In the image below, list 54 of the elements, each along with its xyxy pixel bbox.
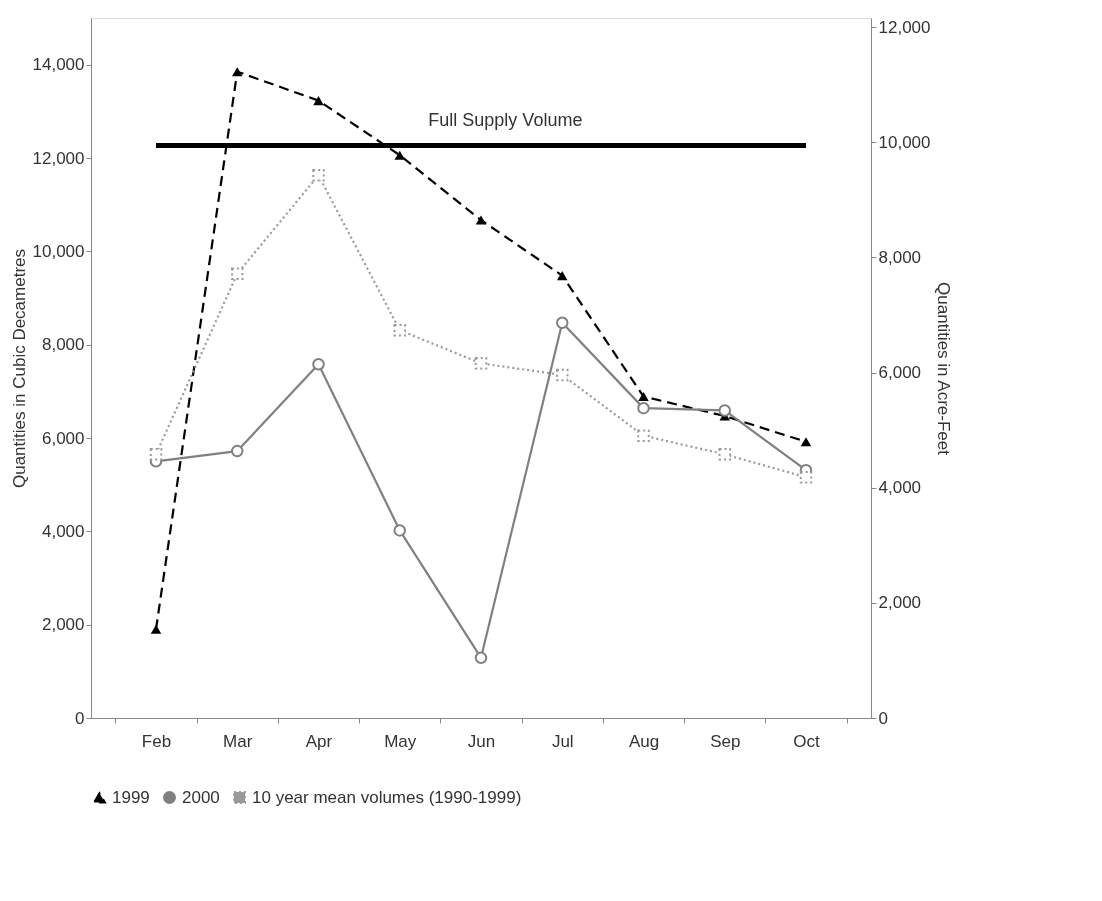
point — [557, 271, 568, 281]
point — [393, 323, 406, 337]
y2-tick-label: 10,000 — [878, 132, 931, 152]
y-tick-label: 8,000 — [41, 335, 85, 355]
y2-tick-label: 12,000 — [878, 17, 931, 37]
point — [394, 150, 405, 160]
y-tick-label: 2,000 — [41, 615, 85, 635]
point — [231, 444, 244, 458]
y-tick-label: 4,000 — [41, 521, 85, 541]
point — [637, 401, 650, 415]
point — [231, 267, 244, 280]
point — [149, 448, 163, 461]
point — [393, 524, 406, 537]
x-tick-label: Oct — [793, 731, 820, 751]
y2-tick-label: 6,000 — [878, 363, 922, 383]
point — [474, 357, 488, 370]
x-tick-label: Feb — [141, 731, 172, 751]
point — [313, 96, 324, 106]
point — [556, 316, 569, 329]
y-tick-label: 0 — [75, 708, 85, 728]
legend-label: 1999 — [112, 787, 150, 807]
point — [637, 429, 650, 442]
y-tick-label: 10,000 — [32, 241, 85, 261]
legend-label: 10 year mean volumes (1990-1999) — [252, 787, 522, 807]
point — [312, 358, 325, 371]
y-tick-label: 12,000 — [32, 148, 85, 168]
point — [232, 67, 243, 77]
point — [474, 651, 488, 665]
ref-line-label: Full Supply Volume — [428, 110, 583, 131]
x-tick-label: Aug — [628, 731, 660, 751]
point — [718, 448, 731, 461]
point — [475, 215, 487, 225]
x-tick-label: May — [384, 731, 417, 751]
x-tick-label: Jun — [467, 731, 496, 751]
point — [800, 437, 812, 447]
y-tick-label: 14,000 — [32, 55, 85, 75]
point — [718, 404, 731, 417]
point — [799, 470, 813, 484]
y2-tick-label: 8,000 — [878, 247, 922, 267]
point — [638, 391, 649, 402]
point — [150, 624, 162, 634]
y-axis-title: Quantities in Cubic Decametres — [9, 248, 29, 489]
point — [556, 368, 569, 382]
y2-axis-title: Quantities in Acre-Feet — [934, 282, 954, 456]
x-tick-label: Jul — [551, 731, 574, 751]
y2-tick-label: 0 — [878, 708, 888, 728]
y2-tick-label: 4,000 — [878, 478, 922, 498]
x-tick-label: Mar — [223, 731, 253, 751]
point — [312, 169, 325, 182]
x-tick-label: Sep — [710, 731, 741, 751]
y2-tick-label: 2,000 — [878, 593, 922, 613]
y-tick-label: 6,000 — [41, 428, 85, 448]
x-tick-label: Apr — [305, 731, 333, 751]
legend-label: 2000 — [182, 787, 220, 807]
